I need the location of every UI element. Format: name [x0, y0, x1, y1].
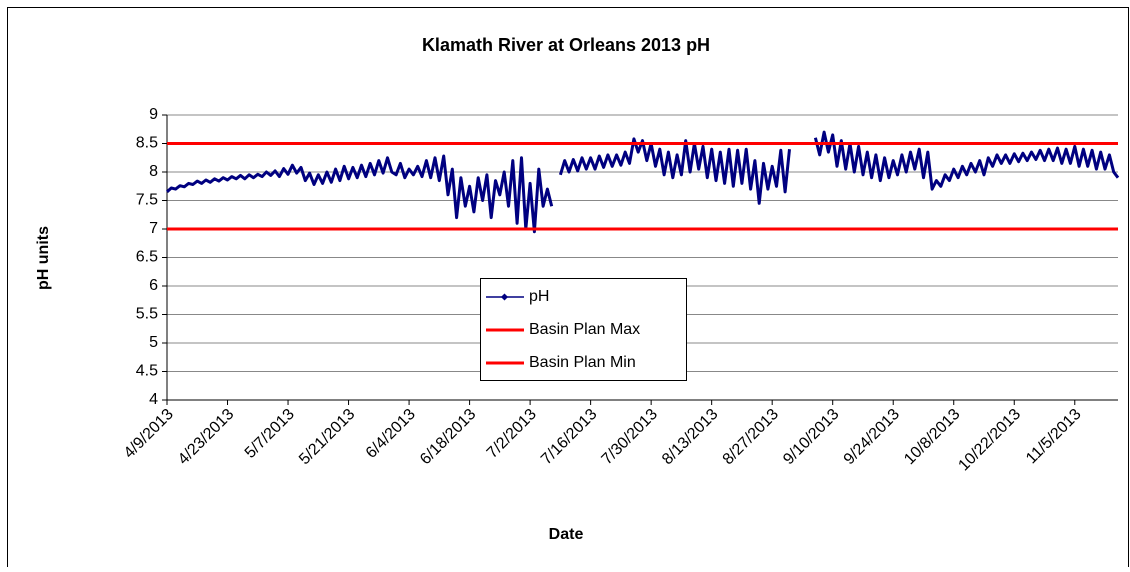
- x-axis-label: Date: [549, 526, 584, 543]
- legend-label: Basin Plan Min: [529, 354, 636, 371]
- y-tick-label: 9: [149, 106, 158, 123]
- y-tick-label: 7: [149, 220, 158, 237]
- y-tick-label: 4: [149, 391, 158, 408]
- y-tick-label: 7.5: [136, 192, 158, 209]
- y-tick-label: 8: [149, 163, 158, 180]
- y-tick-label: 6.5: [136, 249, 158, 266]
- legend-label: pH: [529, 288, 549, 305]
- y-tick-label: 8.5: [136, 135, 158, 152]
- y-tick-label: 5: [149, 334, 158, 351]
- y-tick-label: 4.5: [136, 363, 158, 380]
- y-tick-label: 5.5: [136, 306, 158, 323]
- legend: pH Basin Plan Max Basin Plan Min: [480, 278, 687, 381]
- y-tick-label: 6: [149, 277, 158, 294]
- legend-label: Basin Plan Max: [529, 321, 640, 338]
- data-line: [165, 130, 1120, 234]
- y-axis-label: pH units: [35, 226, 52, 290]
- legend-marker: [500, 293, 509, 301]
- chart-title: Klamath River at Orleans 2013 pH: [422, 35, 710, 55]
